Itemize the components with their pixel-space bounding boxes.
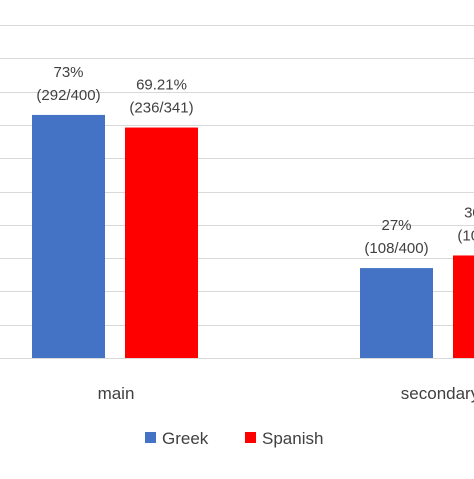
- x-tick-label-secondary: secondary: [401, 384, 474, 403]
- legend-item-spanish: Spanish: [245, 429, 323, 448]
- data-labels: 73% (292/400) 27% (108/400) 69.21% (236/341) 3…: [36, 64, 474, 257]
- bar-spanish-secondary: [453, 255, 474, 358]
- bar-greek-main: [32, 114, 105, 358]
- legend-swatch: [245, 432, 256, 443]
- legend: Greek Spanish: [145, 429, 323, 448]
- bar-greek-secondary: [360, 268, 433, 358]
- category-labels: main secondary: [98, 384, 474, 403]
- legend-label: Spanish: [262, 429, 323, 448]
- data-label-count: (292/400): [36, 87, 100, 104]
- data-label-count: (108/400): [364, 240, 428, 257]
- data-label-percent: 69.21%: [136, 77, 187, 94]
- legend-label: Greek: [162, 429, 209, 448]
- data-label-count: (105/341): [457, 227, 474, 244]
- data-label-percent: 30.79%: [464, 204, 474, 221]
- x-tick-label-main: main: [98, 384, 135, 403]
- bar-spanish-main: [125, 127, 198, 358]
- legend-swatch: [145, 432, 156, 443]
- data-label-count: (236/341): [129, 100, 193, 117]
- data-label-percent: 73%: [53, 64, 83, 81]
- bars: [32, 114, 474, 358]
- data-label-percent: 27%: [381, 217, 411, 234]
- legend-item-greek: Greek: [145, 429, 209, 448]
